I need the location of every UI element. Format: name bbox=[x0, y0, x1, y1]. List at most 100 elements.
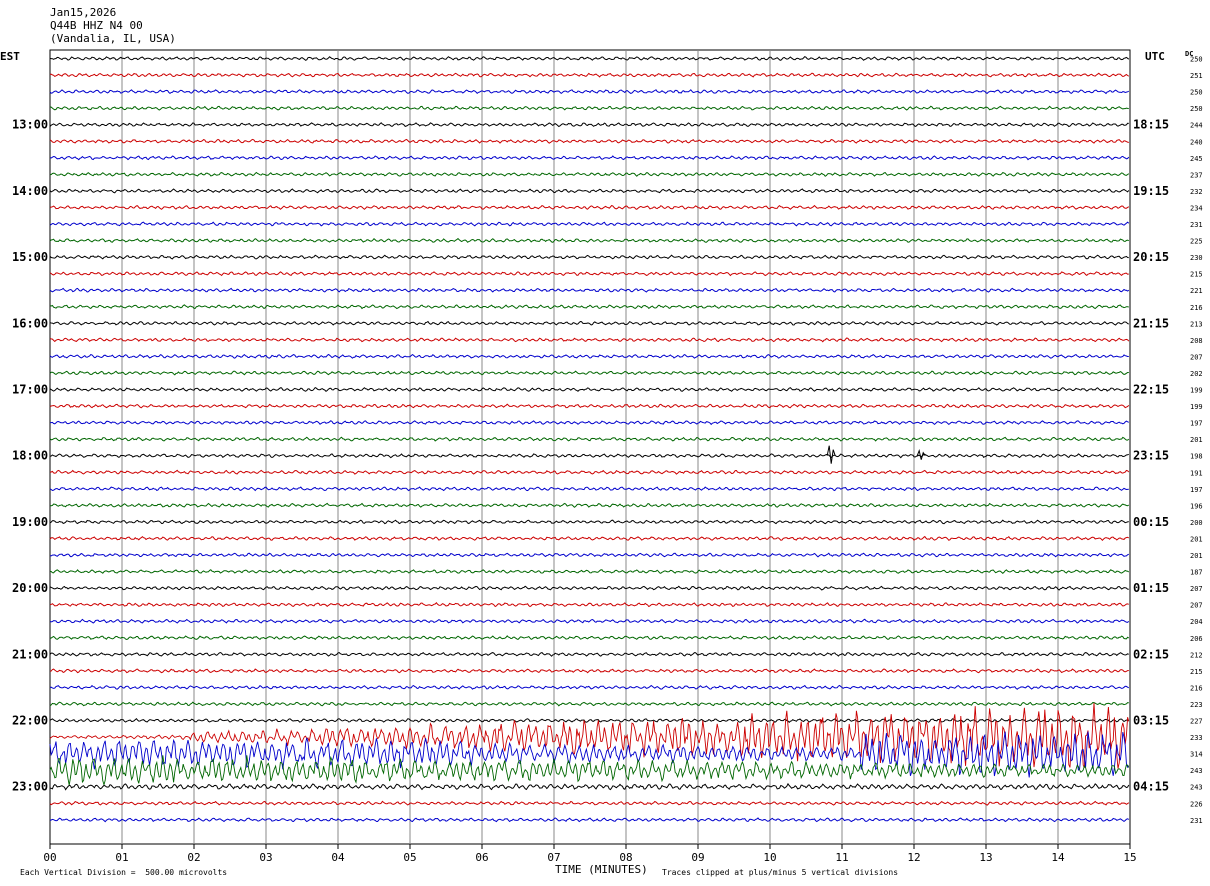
trace-row bbox=[49, 755, 1130, 787]
trace-row bbox=[49, 188, 1130, 194]
left-time-label: 22:00 bbox=[12, 714, 48, 728]
event-spike bbox=[826, 445, 836, 464]
dc-offset-label: 191 bbox=[1190, 469, 1203, 477]
dc-offset-label: 207 bbox=[1190, 353, 1203, 361]
left-time-label: 16:00 bbox=[12, 316, 48, 330]
right-time-label: 19:15 bbox=[1133, 184, 1169, 198]
trace-row bbox=[49, 635, 1130, 641]
trace-row bbox=[49, 569, 1130, 574]
dc-offset-label: 221 bbox=[1190, 287, 1203, 295]
trace-row bbox=[49, 171, 1130, 177]
x-axis-title: TIME (MINUTES) bbox=[555, 863, 648, 876]
x-tick-label: 07 bbox=[547, 851, 560, 864]
dc-offset-label: 223 bbox=[1190, 701, 1203, 709]
trace-row bbox=[49, 668, 1129, 674]
trace-row bbox=[49, 420, 1129, 426]
dc-offset-label: 243 bbox=[1190, 767, 1203, 775]
dc-offset-label: 227 bbox=[1190, 718, 1203, 726]
dc-offset-label: 216 bbox=[1190, 684, 1203, 692]
x-tick-label: 03 bbox=[259, 851, 272, 864]
trace-row bbox=[49, 204, 1130, 210]
trace-row bbox=[49, 138, 1129, 144]
dc-offset-label: 199 bbox=[1190, 403, 1203, 411]
dc-offset-label: 225 bbox=[1190, 238, 1203, 246]
trace-row bbox=[49, 403, 1130, 409]
dc-offset-label: 197 bbox=[1190, 420, 1203, 428]
trace-row bbox=[49, 320, 1129, 326]
right-time-label: 02:15 bbox=[1133, 647, 1169, 661]
right-time-label: 04:15 bbox=[1133, 780, 1169, 794]
trace-row bbox=[49, 237, 1129, 243]
clip-note: Traces clipped at plus/minus 5 vertical … bbox=[662, 868, 899, 877]
x-tick-label: 15 bbox=[1123, 851, 1136, 864]
dc-offset-label: 201 bbox=[1190, 535, 1203, 543]
trace-row bbox=[49, 370, 1129, 376]
plot-frame bbox=[49, 49, 1131, 845]
trace-row bbox=[49, 353, 1129, 359]
dc-offset-label: 198 bbox=[1190, 453, 1203, 461]
left-time-label: 20:00 bbox=[12, 581, 48, 595]
station-header: Jan15,2026 Q44B HHZ N4 00 (Vandalia, IL, U… bbox=[50, 6, 176, 45]
x-tick-label: 11 bbox=[835, 851, 848, 864]
right-time-label: 21:15 bbox=[1133, 316, 1169, 330]
dc-offset-label: 201 bbox=[1190, 436, 1203, 444]
right-time-label: 18:15 bbox=[1133, 118, 1169, 132]
left-time-label: 14:00 bbox=[12, 184, 48, 198]
trace-row bbox=[49, 800, 1130, 806]
left-timezone-label: EST bbox=[0, 50, 20, 63]
dc-offset-label: 206 bbox=[1190, 635, 1203, 643]
x-tick-label: 06 bbox=[475, 851, 488, 864]
trace-row bbox=[49, 337, 1130, 343]
trace-row bbox=[49, 782, 1130, 791]
dc-offset-label: 226 bbox=[1190, 800, 1203, 808]
trace-row bbox=[49, 502, 1130, 508]
right-time-label: 23:15 bbox=[1133, 449, 1169, 463]
date-label: Jan15,2026 bbox=[50, 6, 117, 19]
dc-offset-label: 207 bbox=[1190, 585, 1203, 593]
right-time-label: 03:15 bbox=[1133, 714, 1169, 728]
trace-row bbox=[49, 221, 1130, 227]
x-tick-label: 08 bbox=[619, 851, 632, 864]
dc-offset-label: 250 bbox=[1190, 89, 1203, 97]
left-time-label: 19:00 bbox=[12, 515, 48, 529]
x-tick-label: 01 bbox=[115, 851, 128, 864]
time-labels: 13:00 14:00 15:00 16:00 17:00 18:00 19:00 20:00… bbox=[12, 118, 1169, 794]
right-time-label: 20:15 bbox=[1133, 250, 1169, 264]
dc-offset-label: 244 bbox=[1190, 122, 1203, 130]
x-tick-label: 13 bbox=[979, 851, 992, 864]
dc-offset-label: 202 bbox=[1190, 370, 1203, 378]
dc-offset-label: 233 bbox=[1190, 734, 1203, 742]
dc-offset-label: 250 bbox=[1190, 105, 1203, 113]
trace-row bbox=[49, 89, 1130, 95]
dc-offset-label: 231 bbox=[1190, 221, 1203, 229]
trace-row bbox=[49, 271, 1129, 277]
dc-offset-label: 232 bbox=[1190, 188, 1203, 196]
left-time-label: 15:00 bbox=[12, 250, 48, 264]
x-tick-label: 10 bbox=[763, 851, 776, 864]
dc-offset-label: 200 bbox=[1190, 519, 1203, 527]
channel-label: Q44B HHZ N4 00 bbox=[50, 19, 143, 32]
x-tick-label: 09 bbox=[691, 851, 704, 864]
dc-offset-label: 207 bbox=[1190, 602, 1203, 610]
x-tick-label: 14 bbox=[1051, 851, 1065, 864]
trace-row bbox=[49, 287, 1130, 293]
x-tick-label: 04 bbox=[331, 851, 345, 864]
event-spike bbox=[916, 449, 926, 460]
location-label: (Vandalia, IL, USA) bbox=[50, 32, 176, 45]
left-time-label: 23:00 bbox=[12, 780, 48, 794]
trace-row bbox=[49, 651, 1129, 657]
trace-row bbox=[49, 55, 1130, 61]
trace-group bbox=[49, 55, 1130, 823]
dc-offset-label: 251 bbox=[1190, 72, 1203, 80]
dc-offset-label: 215 bbox=[1190, 668, 1203, 676]
left-time-label: 21:00 bbox=[12, 647, 48, 661]
trace-row bbox=[49, 718, 1129, 724]
trace-row bbox=[49, 453, 1129, 459]
dc-offset-label: 243 bbox=[1190, 784, 1203, 792]
dc-offset-label: 234 bbox=[1190, 204, 1203, 212]
trace-row bbox=[49, 519, 1129, 525]
trace-row bbox=[49, 72, 1130, 78]
dc-offset-label: 196 bbox=[1190, 502, 1203, 510]
dc-offset-label: 212 bbox=[1190, 651, 1203, 659]
